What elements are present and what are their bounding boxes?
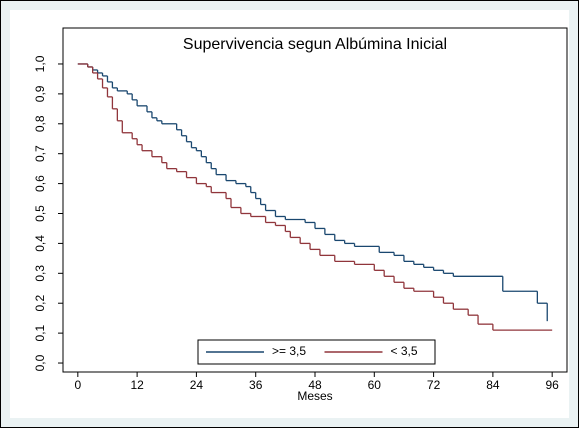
y-tick-label: 0,8 [33,115,47,132]
y-tick-label: 0,5 [33,205,47,222]
y-tick-label: 0,4 [33,235,47,252]
chart-title: Supervivencia segun Albúmina Inicial [183,36,447,53]
legend-label: < 3,5 [391,344,418,358]
x-tick-label: 24 [190,378,204,392]
legend-label: >= 3,5 [272,344,306,358]
y-tick-label: 0,7 [33,145,47,162]
plot-region [62,27,568,373]
x-axis-label: Meses [297,389,332,403]
x-tick-label: 84 [486,378,500,392]
y-tick-label: 0,2 [33,295,47,312]
y-tick-label: 0,0 [33,354,47,371]
x-tick-label: 96 [545,378,559,392]
x-tick-label: 60 [368,378,382,392]
y-tick-label: 0,6 [33,175,47,192]
y-tick-label: 0,9 [33,85,47,102]
y-tick-label: 1,0 [33,55,47,72]
x-tick-label: 12 [130,378,144,392]
y-tick-label: 0,3 [33,265,47,282]
x-tick-label: 48 [308,378,322,392]
x-tick-label: 72 [427,378,441,392]
x-tick-label: 0 [74,378,81,392]
x-tick-label: 36 [249,378,263,392]
y-tick-label: 0,1 [33,324,47,341]
